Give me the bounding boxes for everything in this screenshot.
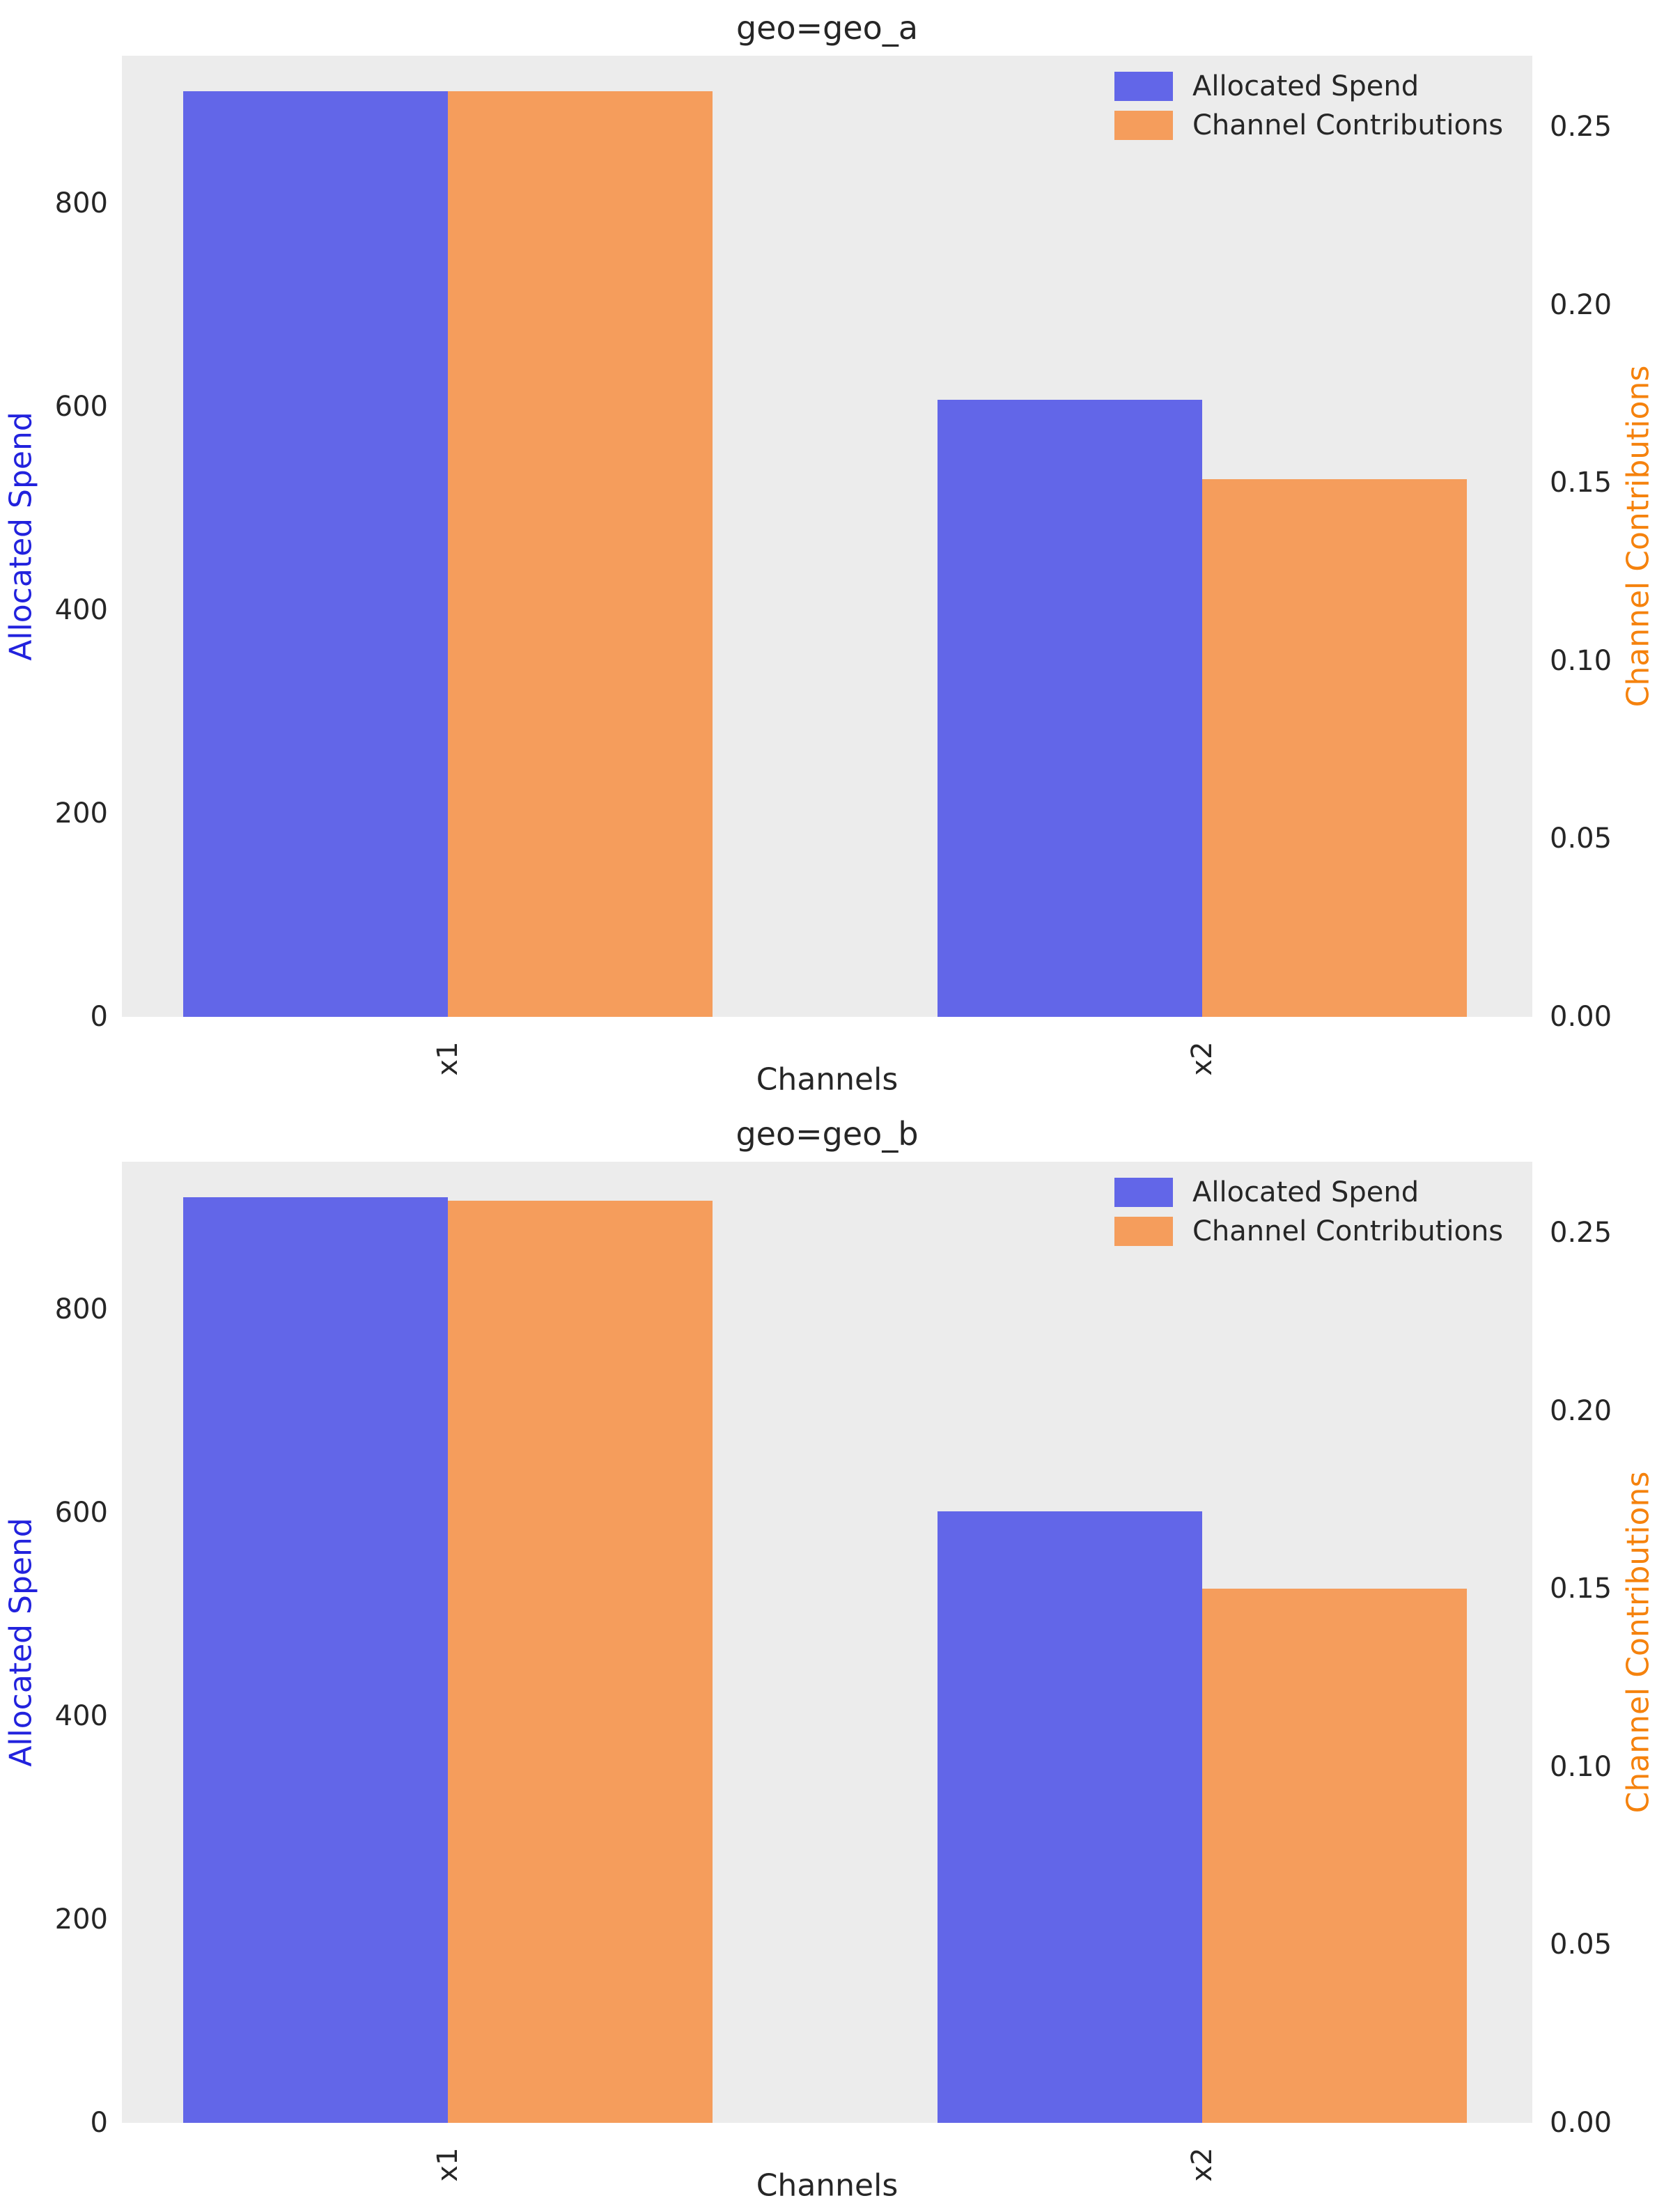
x-axis-label: Channels (756, 2167, 898, 2204)
left-tick-0: 0 (90, 2107, 108, 2139)
left-tick-200: 200 (54, 797, 108, 830)
right-tick-0.20: 0.20 (1550, 288, 1612, 321)
chart-geo-geo-b: geo=geo_b x1 x2 0 200 400 600 800 0.00 0.05 0.10 0.… (0, 1106, 1657, 2212)
legend-label: Allocated Spend (1192, 70, 1419, 102)
right-tick-0.00: 0.00 (1550, 1001, 1612, 1033)
legend: Allocated Spend Channel Contributions (1114, 67, 1503, 145)
x-tick-x2: x2 (1186, 1041, 1219, 1076)
legend-label: Channel Contributions (1192, 1215, 1504, 1247)
plot-area (122, 56, 1532, 1017)
left-tick-800: 800 (54, 1293, 108, 1325)
legend-item-channel-contributions: Channel Contributions (1114, 106, 1503, 145)
right-tick-0.25: 0.25 (1550, 1217, 1612, 1249)
chart-title: geo=geo_a (736, 9, 919, 47)
left-tick-0: 0 (90, 1001, 108, 1033)
left-tick-800: 800 (54, 187, 108, 219)
legend-swatch-allocated-spend (1114, 72, 1173, 101)
left-tick-400: 400 (54, 593, 108, 626)
left-tick-400: 400 (54, 1699, 108, 1732)
plot-area (122, 1162, 1532, 2123)
x-tick-x2: x2 (1186, 2147, 1219, 2182)
left-axis-label: Allocated Spend (3, 412, 39, 661)
left-tick-600: 600 (54, 1496, 108, 1529)
left-axis-label: Allocated Spend (3, 1518, 39, 1767)
right-tick-0.15: 0.15 (1550, 467, 1612, 499)
right-tick-0.10: 0.10 (1550, 644, 1612, 677)
right-tick-0.25: 0.25 (1550, 111, 1612, 143)
right-tick-0.00: 0.00 (1550, 2107, 1612, 2139)
right-axis-label: Channel Contributions (1620, 1471, 1656, 1814)
chart-geo-geo-a: geo=geo_a x1 x2 0 200 400 600 800 0.00 0.05 0.10 0.… (3, 9, 1656, 1098)
legend-item-allocated-spend: Allocated Spend (1114, 1173, 1503, 1212)
x-tick-x1: x1 (431, 1041, 464, 1076)
legend-label: Channel Contributions (1192, 109, 1504, 141)
right-tick-0.05: 0.05 (1550, 823, 1612, 855)
bar-channel-contributions-x2 (1202, 1589, 1468, 2123)
legend-swatch-channel-contributions (1114, 1217, 1173, 1246)
bar-channel-contributions-x1 (447, 1201, 713, 2123)
legend-item-channel-contributions: Channel Contributions (1114, 1212, 1503, 1251)
bar-allocated-spend-x2 (938, 1511, 1203, 2123)
right-tick-0.05: 0.05 (1550, 1929, 1612, 1961)
chart-title: geo=geo_b (736, 1115, 919, 1153)
legend-swatch-allocated-spend (1114, 1178, 1173, 1207)
left-tick-600: 600 (54, 390, 108, 423)
bar-allocated-spend-x2 (938, 399, 1203, 1017)
x-tick-x1: x1 (431, 2147, 464, 2182)
right-axis-label: Channel Contributions (1620, 365, 1656, 708)
bar-channel-contributions-x1 (447, 91, 713, 1017)
right-tick-0.10: 0.10 (1550, 1750, 1612, 1783)
bar-channel-contributions-x2 (1202, 479, 1468, 1017)
bar-allocated-spend-x1 (182, 1197, 448, 2123)
right-tick-0.15: 0.15 (1550, 1573, 1612, 1605)
legend: Allocated Spend Channel Contributions (1114, 1173, 1503, 1251)
legend-swatch-channel-contributions (1114, 111, 1173, 140)
legend-item-allocated-spend: Allocated Spend (1114, 67, 1503, 106)
bar-allocated-spend-x1 (182, 91, 448, 1017)
x-axis-label: Channels (756, 1061, 898, 1098)
legend-label: Allocated Spend (1192, 1176, 1419, 1208)
right-tick-0.20: 0.20 (1550, 1394, 1612, 1427)
left-tick-200: 200 (54, 1903, 108, 1936)
